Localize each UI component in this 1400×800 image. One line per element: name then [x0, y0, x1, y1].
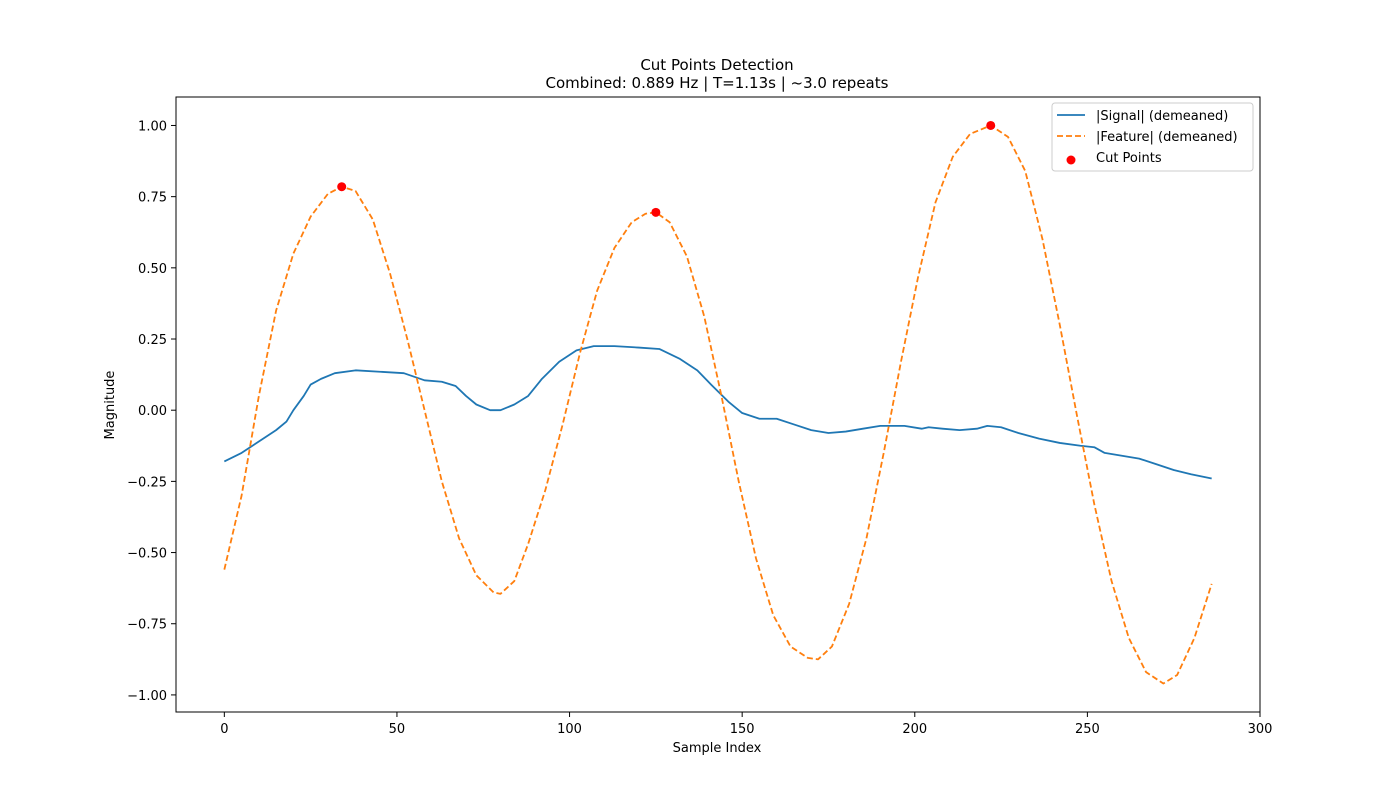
x-tick-label: 150: [730, 722, 755, 737]
chart-title: Cut Points Detection: [640, 56, 793, 74]
x-tick-label: 100: [557, 722, 582, 737]
y-tick-label: 0.00: [138, 404, 167, 419]
y-tick-label: 1.00: [138, 119, 167, 134]
cut-point-marker: [986, 120, 996, 130]
x-tick-label: 300: [1248, 722, 1273, 737]
legend-marker-cut-points: [1066, 155, 1076, 165]
chart-subtitle: Combined: 0.889 Hz | T=1.13s | ~3.0 repe…: [546, 74, 889, 92]
x-tick-label: 0: [220, 722, 228, 737]
y-tick-label: −0.50: [127, 547, 167, 562]
x-axis-label: Sample Index: [673, 741, 762, 756]
y-tick-label: −1.00: [127, 689, 167, 704]
legend-entry-label: |Signal| (demeaned): [1096, 109, 1228, 124]
y-axis: 1.00 0.75 0.50 0.25 0.00 −0.25 −0.50 −0.75 −1.00: [127, 119, 176, 704]
legend-entry-label: Cut Points: [1096, 151, 1162, 166]
signal-line: [223, 345, 1212, 480]
y-tick-label: −0.25: [127, 475, 167, 490]
plot-frame: [175, 96, 1261, 713]
x-tick-label: 200: [902, 722, 927, 737]
y-tick-label: −0.75: [127, 618, 167, 633]
x-tick-label: 50: [389, 722, 406, 737]
y-tick-label: 0.75: [138, 191, 167, 206]
legend-entry-label: |Feature| (demeaned): [1096, 130, 1238, 145]
cut-point-marker: [337, 182, 347, 192]
x-tick-label: 250: [1075, 722, 1100, 737]
y-tick-label: 0.25: [138, 333, 167, 348]
cut-point-marker: [651, 207, 661, 217]
legend-box: [1051, 102, 1254, 172]
x-axis: 0 50 100 150 200 250 300: [220, 712, 1272, 737]
y-axis-label: Magnitude: [103, 371, 118, 440]
y-tick-label: 0.50: [138, 262, 167, 277]
feature-line: [223, 124, 1213, 685]
legend: |Signal| (demeaned) |Feature| (demeaned) C…: [1051, 102, 1254, 172]
plot-area: [223, 120, 1213, 685]
